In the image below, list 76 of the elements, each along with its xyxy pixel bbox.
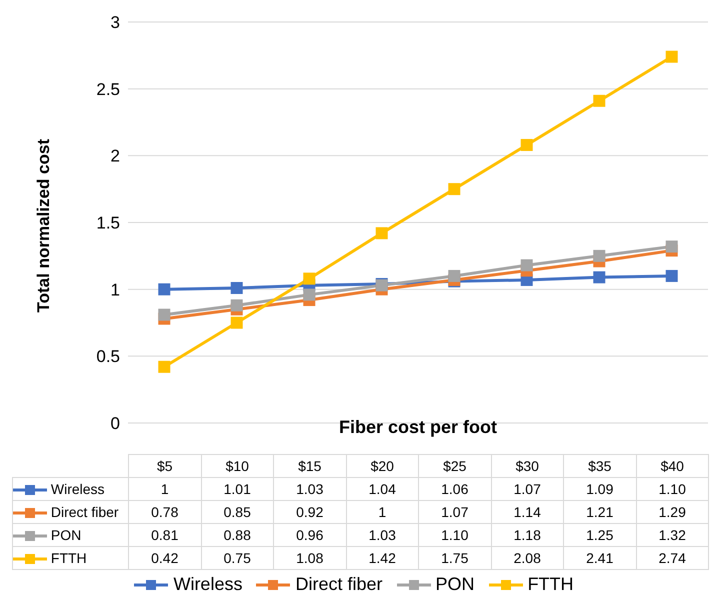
y-axis-title: Total normalized cost xyxy=(34,138,54,312)
x-tick-label: $35 xyxy=(564,454,636,478)
data-label: 1 xyxy=(346,500,418,524)
point xyxy=(520,259,533,272)
point xyxy=(666,50,678,63)
data-label: 0.78 xyxy=(128,500,201,524)
x-tick-label: $15 xyxy=(274,454,346,478)
point xyxy=(230,299,243,312)
x-tick-label: $25 xyxy=(418,454,491,478)
point xyxy=(666,270,678,282)
point xyxy=(666,240,678,253)
y-tick-label: 1.5 xyxy=(96,214,120,233)
y-tick-label: 1 xyxy=(110,280,120,300)
data-label: 1.42 xyxy=(346,546,418,570)
text: PON xyxy=(436,574,475,594)
data-label: 1.75 xyxy=(418,546,491,570)
data-label: 0.75 xyxy=(201,546,274,570)
legend-label: PON xyxy=(12,524,128,546)
x-tick-label: $40 xyxy=(636,454,708,478)
data-label: 0.96 xyxy=(274,524,346,546)
data-label: 0.85 xyxy=(201,500,274,524)
data-label: 1.21 xyxy=(564,500,636,524)
text: Direct fiber xyxy=(295,574,383,594)
data-label: 1.04 xyxy=(346,478,418,500)
data-label: 0.92 xyxy=(274,500,346,524)
point xyxy=(593,94,606,107)
point xyxy=(303,288,316,301)
legend-label: Wireless xyxy=(12,478,128,500)
data-label: 0.88 xyxy=(201,524,274,546)
data-label: 1.09 xyxy=(564,478,636,500)
data-label: 1.10 xyxy=(636,478,708,500)
data-label: 1.14 xyxy=(491,500,564,524)
data-label: 2.41 xyxy=(564,546,636,570)
y-tick-label: 2.5 xyxy=(96,80,120,99)
data-label: 1.18 xyxy=(491,524,564,546)
data-label: 2.74 xyxy=(636,546,708,570)
data-label: 1.07 xyxy=(491,478,564,500)
x-tick-label: $20 xyxy=(346,454,418,478)
point xyxy=(376,227,388,240)
x-tick-label: $5 xyxy=(128,454,201,478)
point xyxy=(520,138,533,151)
data-label: 1.32 xyxy=(636,524,708,546)
point xyxy=(158,360,170,373)
point xyxy=(158,308,170,321)
data-label: 1.03 xyxy=(274,478,346,500)
point xyxy=(303,272,316,285)
data-label: 1.25 xyxy=(564,524,636,546)
data-label: 1.01 xyxy=(201,478,274,500)
point xyxy=(230,316,243,329)
legend-label: Direct fiber xyxy=(12,500,128,524)
data-label: 2.08 xyxy=(491,546,564,570)
data-label: 1.06 xyxy=(418,478,491,500)
data-label: 1 xyxy=(128,478,201,500)
point xyxy=(158,283,170,296)
legend-label: FTTH xyxy=(12,546,128,570)
point xyxy=(593,250,606,262)
point xyxy=(230,282,243,294)
x-axis-title: Fiber cost per foot xyxy=(338,417,498,438)
x-tick-label: $10 xyxy=(201,454,274,478)
point xyxy=(593,271,606,284)
text: FTTH xyxy=(528,574,574,594)
point xyxy=(448,183,460,196)
data-label: 1.08 xyxy=(274,546,346,570)
y-tick-label: 2 xyxy=(110,146,120,166)
y-tick-label: 0.5 xyxy=(96,347,120,366)
x-tick-label: $30 xyxy=(491,454,564,478)
text: Wireless xyxy=(173,574,242,594)
data-label: 1.29 xyxy=(636,500,708,524)
data-label: 0.81 xyxy=(128,524,201,546)
y-tick-label: 0 xyxy=(110,414,120,434)
y-tick-label: 3 xyxy=(110,13,120,32)
data-label: 1.07 xyxy=(418,500,491,524)
data-label: 1.03 xyxy=(346,524,418,546)
point xyxy=(448,270,460,282)
data-label: 1.10 xyxy=(418,524,491,546)
data-label: 0.42 xyxy=(128,546,201,570)
